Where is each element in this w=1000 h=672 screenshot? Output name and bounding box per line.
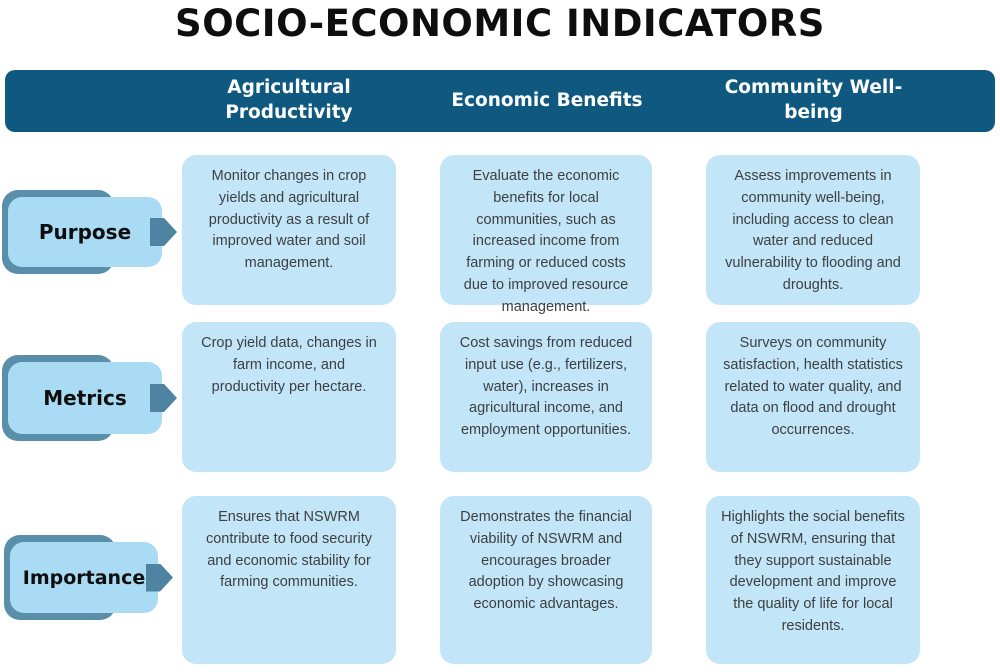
row-label-text: Metrics bbox=[8, 362, 162, 434]
cell-purpose-economic-benefits: Evaluate the economic benefits for local… bbox=[440, 155, 652, 315]
cell-importance-agricultural-productivity: Ensures that NSWRM contribute to food se… bbox=[182, 496, 396, 664]
arrow-right-icon bbox=[146, 563, 173, 592]
column-header-agricultural-productivity: Agricultural Productivity bbox=[225, 77, 353, 123]
page-title: SOCIO-ECONOMIC INDICATORS bbox=[175, 2, 825, 45]
cell-metrics-community-well-being: Surveys on community satisfaction, healt… bbox=[706, 322, 920, 472]
cell-purpose-community-well-being: Assess improvements in community well-be… bbox=[706, 155, 920, 305]
cell-importance-community-well-being: Highlights the social benefits of NSWRM,… bbox=[706, 496, 920, 664]
row-label-importance: Importance bbox=[4, 535, 173, 620]
row-label-metrics: Metrics bbox=[2, 355, 177, 441]
column-header-economic-benefits: Economic Benefits bbox=[451, 89, 643, 111]
arrow-right-icon bbox=[150, 384, 177, 412]
table-header-bar: Agricultural Productivity Economic Benef… bbox=[5, 70, 995, 132]
cell-importance-economic-benefits: Demonstrates the financial viability of … bbox=[440, 496, 652, 664]
row-label-text: Importance bbox=[10, 542, 158, 613]
row-label-text: Purpose bbox=[8, 197, 162, 267]
row-label-purpose: Purpose bbox=[2, 190, 177, 274]
cell-metrics-agricultural-productivity: Crop yield data, changes in farm income,… bbox=[182, 322, 396, 472]
column-header-community-well-being: Community Well-being bbox=[724, 77, 903, 123]
arrow-right-icon bbox=[150, 218, 177, 246]
cell-metrics-economic-benefits: Cost savings from reduced input use (e.g… bbox=[440, 322, 652, 472]
cell-purpose-agricultural-productivity: Monitor changes in crop yields and agric… bbox=[182, 155, 396, 305]
